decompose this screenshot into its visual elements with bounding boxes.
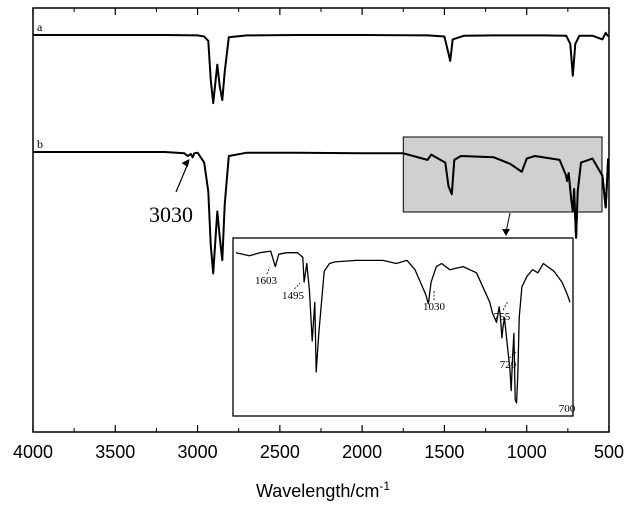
x-tick-label: 3000 [178, 442, 218, 462]
x-tick-label: 500 [594, 442, 624, 462]
inset-label-700: 700 [559, 403, 576, 415]
x-axis-title: Wavelength/cm-1 [256, 479, 390, 501]
inset-label-1495: 1495 [282, 290, 305, 302]
inset-label-1030: 1030 [423, 301, 446, 313]
inset-frame [233, 238, 573, 416]
x-tick-label: 3500 [95, 442, 135, 462]
x-tick-label: 2000 [342, 442, 382, 462]
x-tick-label: 1000 [507, 442, 547, 462]
inset-label-1603: 1603 [255, 275, 278, 287]
inset-label-720: 720 [500, 359, 517, 371]
x-tick-label: 2500 [260, 442, 300, 462]
x-tick-label: 1500 [424, 442, 464, 462]
inset-label-755: 755 [494, 311, 511, 323]
series-label-b: b [37, 137, 43, 151]
series-label-a: a [37, 20, 43, 34]
x-tick-label: 4000 [13, 442, 53, 462]
annotation-3030: 3030 [149, 202, 193, 227]
